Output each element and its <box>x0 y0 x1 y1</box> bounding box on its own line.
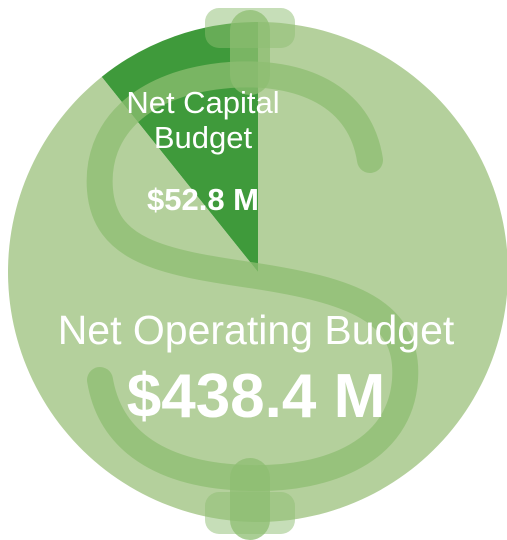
slice-label: Net Capital Budget <box>126 85 280 155</box>
value-label: $52.8 M <box>146 182 260 217</box>
value-label: $438.4 M <box>126 362 386 431</box>
dollar-watermark <box>86 8 419 540</box>
slice-label: Net Operating Budget <box>57 307 455 353</box>
